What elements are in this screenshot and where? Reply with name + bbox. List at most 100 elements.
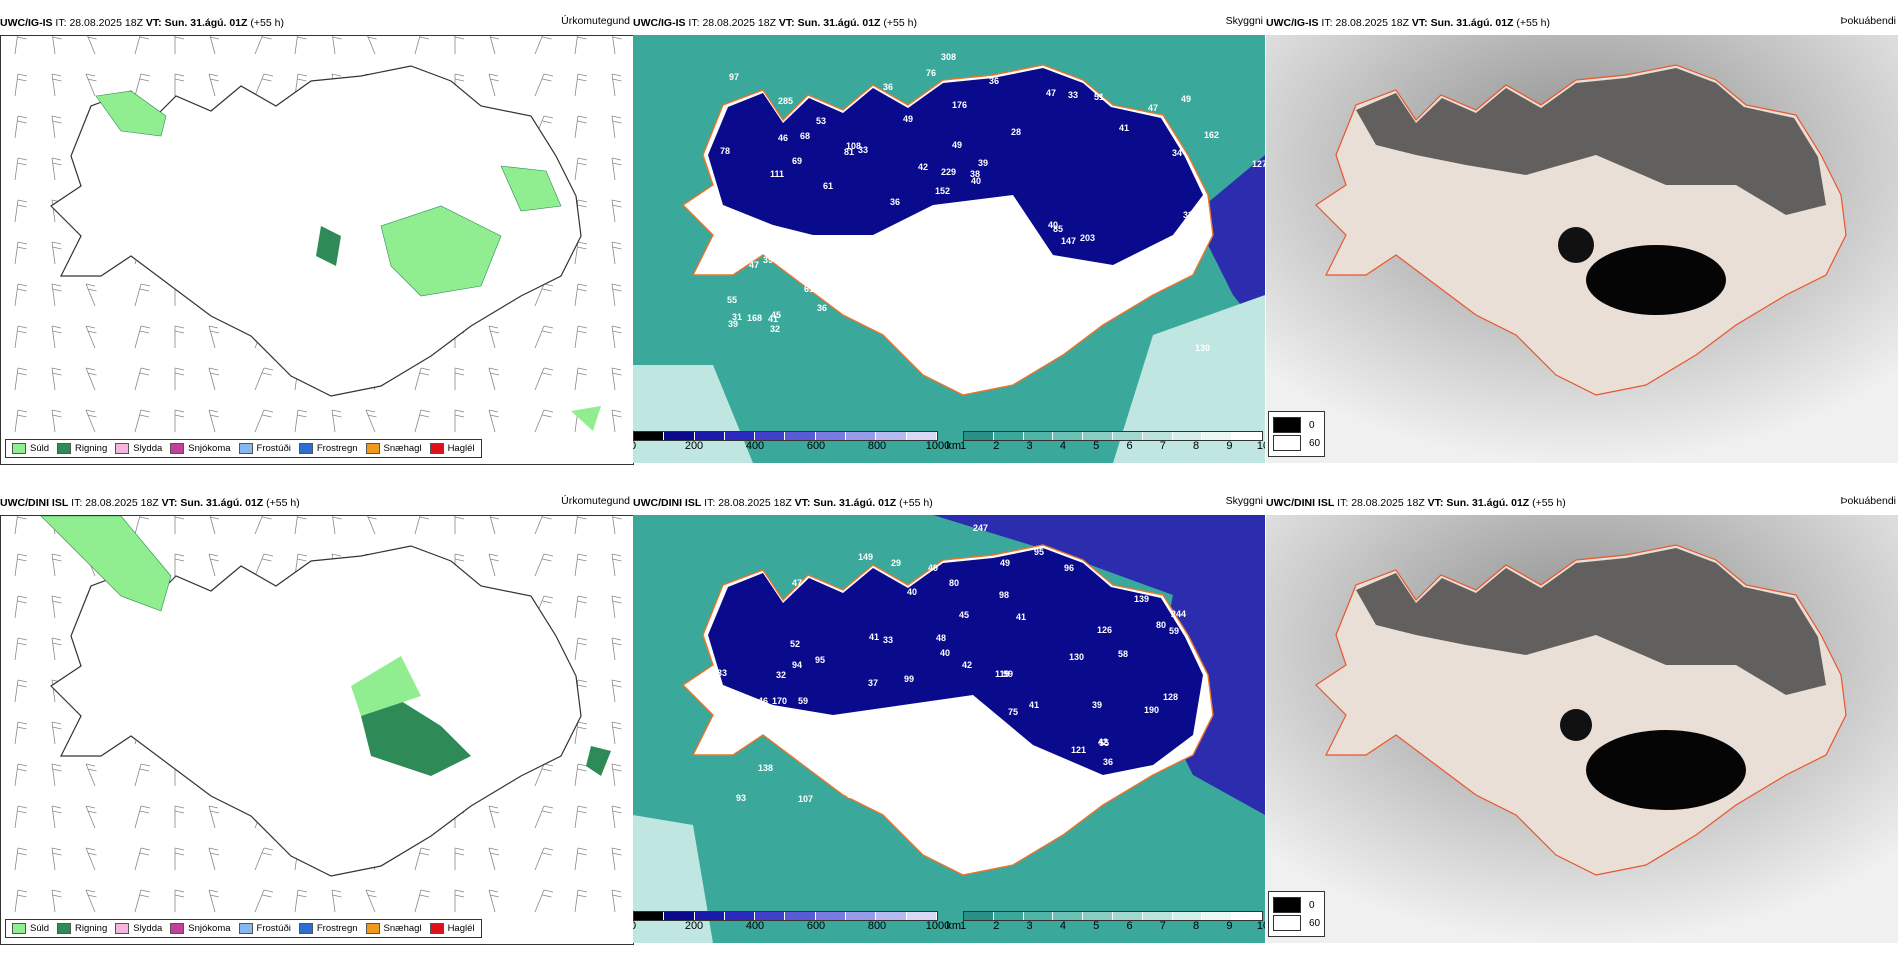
wind-barb [51,367,62,391]
legend-swatch [429,443,444,454]
it-label: IT: [1337,497,1349,509]
wind-barb [254,516,272,535]
visibility-label: 41 [768,314,778,324]
wind-barb [14,516,27,535]
legend-item: Haglél [429,923,475,934]
wind-barb [14,241,28,265]
legend-label: Snjókoma [188,923,231,934]
visibility-label: 126 [1097,625,1112,635]
visibility-label: 29 [891,558,901,568]
model-name: UWC/IG-IS [1266,17,1319,29]
wind-barb [51,409,62,433]
visibility-label: 34 [973,722,983,732]
wind-barb [209,36,220,55]
fog-map-svg [1266,515,1898,943]
fog-map[interactable]: 0 60 [1266,35,1898,463]
visibility-label: 41 [1016,612,1026,622]
visibility-label: 69 [792,156,802,166]
visibility-label: 49 [1181,94,1191,104]
panel-title: Þokuábendi [1840,15,1896,27]
visibility-label: 94 [792,660,802,670]
wind-barb [134,36,150,55]
visibility-label: 53 [816,116,826,126]
visibility-label: 96 [1064,563,1074,573]
colorbar-tick: 200 [684,920,704,932]
precip-panel-row1: UWC/IG-IS IT: 28.08.2025 18Z VT: Sun. 31… [0,15,634,475]
visibility-label: 130 [1069,652,1084,662]
wind-barb [174,847,185,870]
wind-barb [488,367,500,391]
visibility-label: 35 [799,270,809,280]
visibility-label: 39 [1092,700,1102,710]
wind-barb [331,409,342,433]
wind-barb [611,367,622,391]
colorbar-tick: 4 [1059,440,1066,452]
legend-swatch [365,443,380,454]
colorbar-unit: km [946,920,961,932]
wind-barb [254,409,274,433]
colorbar-ramp [633,911,938,921]
wind-barb [534,367,554,391]
wind-barb [454,516,465,534]
colorbar-tick: 0 [633,920,636,932]
wind-barb [208,367,220,391]
lead-time: (+55 h) [1532,497,1566,509]
visibility-label: 62 [1018,246,1028,256]
fog-legend: 0 60 [1268,891,1326,937]
colorbar-tick: 400 [745,920,765,932]
wind-barb [52,36,62,55]
wind-barb [134,763,151,787]
legend-item: Rigning [57,923,107,934]
wind-barb [51,73,62,97]
visibility-label: 42 [962,660,972,670]
visibility-label: 31 [732,312,742,322]
visibility-label: 138 [758,763,773,773]
wind-barb [534,889,554,913]
visibility-label: 244 [1171,609,1186,619]
visibility-label: 32 [776,670,786,680]
visibility-map[interactable]: 130 111 47 36 28 45 49 49 39 33 55 61 176 39 85 285 308 1… [633,35,1265,463]
visibility-label: 80 [1156,620,1166,630]
precip-map[interactable]: Súld Rigning Slydda Snjókoma Frostúði Fr… [0,515,634,945]
wind-barb [488,847,500,871]
fog-map[interactable]: 0 60 [1266,515,1898,943]
visibility-panel-row2: UWC/DINI ISL IT: 28.08.2025 18Z VT: Sun.… [633,495,1265,955]
visibility-label: 108 [846,141,861,151]
wind-barb [134,283,151,307]
wind-barb [51,847,62,871]
legend-swatch [1273,417,1301,433]
wind-barb [14,637,28,661]
visibility-label: 34 [1172,148,1182,158]
visibility-map-svg: 1301114736284549493933556117639852853081… [633,35,1265,463]
wind-barb [534,847,554,871]
wind-barb [14,367,28,391]
wind-barb [254,73,274,97]
wind-barb [574,553,588,577]
colorbar-tick: 5 [1093,440,1100,452]
visibility-label: 40 [971,176,981,186]
colorbar-tick: 4 [1059,920,1066,932]
visibility-map[interactable]: 107 96 149 139 157 95 188 108 244 126 170 247 121 119… [633,515,1265,943]
colorbar-tick: 9 [1226,440,1233,452]
lead-time: (+55 h) [250,17,284,29]
precip-panel-row2: UWC/DINI ISL IT: 28.08.2025 18Z VT: Sun.… [0,495,634,955]
wind-barb [488,325,500,349]
colorbar-unit: km [946,440,961,452]
wind-barb [51,805,62,829]
wind-barb [454,367,465,390]
legend-item: 0 [1273,416,1320,434]
visibility-label: 36 [1103,757,1113,767]
wind-barb [611,115,622,139]
visibility-panel-row1: UWC/IG-IS IT: 28.08.2025 18Z VT: Sun. 31… [633,15,1265,475]
iceland-coastline [50,545,582,877]
visibility-label: 28 [1011,127,1021,137]
vt-label: VT: [1411,17,1428,29]
panel-header: UWC/DINI ISL IT: 28.08.2025 18Z VT: Sun.… [1266,495,1898,511]
wind-barb [611,553,622,577]
wind-barb [14,763,28,787]
legend-swatch [57,923,72,934]
colorbar-tick: 600 [806,920,826,932]
legend-label: Frostregn [316,923,358,934]
visibility-label: 55 [727,295,737,305]
precip-map[interactable]: Súld Rigning Slydda Snjókoma Frostúði Fr… [0,35,634,465]
